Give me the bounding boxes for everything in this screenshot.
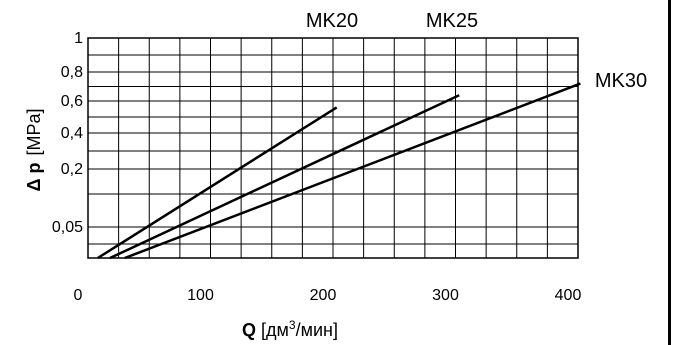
tick-labels: 0 100 200 300 400 1 0,8 0,6 0,4 0,2 0,05	[52, 30, 582, 304]
series-line-mk25	[109, 94, 460, 260]
plot-frame	[87, 37, 579, 259]
x-tick-label: 0	[74, 287, 83, 304]
y-tick-label: 1	[74, 30, 83, 47]
x-tick-label: 300	[432, 287, 459, 304]
series-lines	[97, 82, 581, 260]
y-tick-label: 0,6	[61, 93, 83, 110]
x-axis-title: Q [дм3/мин]	[242, 318, 338, 340]
series-labels: MK20 MK25 MK30	[306, 10, 647, 92]
x-tick-label: 100	[187, 287, 214, 304]
x-tick-label: 400	[555, 287, 582, 304]
x-tick-label: 200	[310, 287, 337, 304]
series-label-mk30: MK30	[595, 70, 647, 92]
y-tick-label: 0,05	[52, 219, 83, 236]
y-tick-label: 0,2	[61, 161, 83, 178]
series-line-mk20	[97, 106, 338, 260]
y-tick-label: 0,4	[61, 125, 83, 142]
series-label-mk20: MK20	[306, 10, 358, 32]
grid	[87, 37, 579, 259]
series-line-mk30	[124, 82, 581, 260]
page-edge-rule	[668, 0, 671, 345]
y-tick-label: 0,8	[61, 64, 83, 81]
series-label-mk25: MK25	[426, 10, 478, 32]
y-axis-title: Δ p[MPa]	[24, 109, 44, 192]
